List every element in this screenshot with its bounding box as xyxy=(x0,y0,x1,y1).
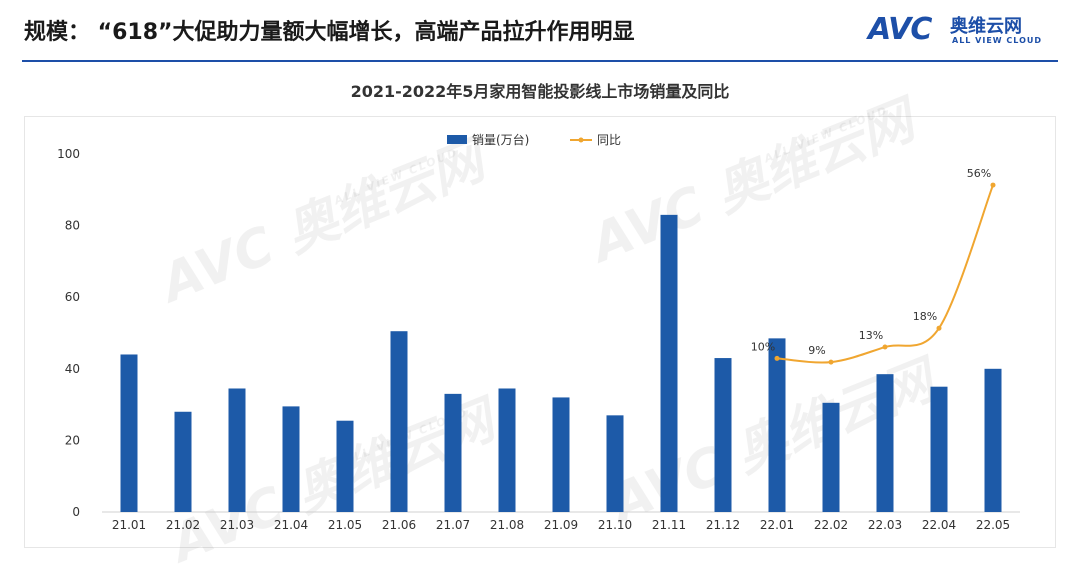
logo-en: ALL VIEW CLOUD xyxy=(952,36,1043,45)
yoy-point xyxy=(936,325,942,331)
x-tick-label: 21.04 xyxy=(274,518,308,532)
yoy-label: 13% xyxy=(859,329,883,342)
x-tick-label: 22.04 xyxy=(922,518,956,532)
yoy-point xyxy=(828,359,834,365)
x-tick-label: 21.06 xyxy=(382,518,416,532)
bar xyxy=(876,374,894,512)
logo-cn: 奥维云网 xyxy=(950,16,1022,37)
bar xyxy=(228,388,246,512)
x-tick-label: 21.09 xyxy=(544,518,578,532)
y-tick-label: 0 xyxy=(72,505,80,519)
bar xyxy=(498,388,516,512)
yoy-label: 10% xyxy=(751,340,775,353)
x-tick-label: 21.07 xyxy=(436,518,470,532)
bar xyxy=(552,397,570,512)
header-rule xyxy=(22,60,1058,62)
yoy-point xyxy=(882,344,888,350)
bar xyxy=(444,393,462,512)
y-tick-label: 20 xyxy=(65,433,80,447)
x-tick-label: 22.02 xyxy=(814,518,848,532)
yoy-label: 9% xyxy=(808,344,825,357)
x-tick-label: 21.08 xyxy=(490,518,524,532)
bar xyxy=(120,354,138,512)
x-tick-label: 22.05 xyxy=(976,518,1010,532)
x-tick-label: 21.11 xyxy=(652,518,686,532)
legend-swatch-yoy-dot xyxy=(578,137,584,143)
avc-logo: AVC 奥维云网 ALL VIEW CLOUD xyxy=(868,10,1058,50)
bar xyxy=(660,214,678,513)
x-tick-label: 22.01 xyxy=(760,518,794,532)
yoy-label: 18% xyxy=(913,310,937,323)
bar xyxy=(606,415,624,512)
bar xyxy=(714,358,732,512)
x-tick-label: 21.01 xyxy=(112,518,146,532)
page-title: 规模： “618”大促助力量额大幅增长，高端产品拉升作用明显 xyxy=(24,20,635,45)
x-tick-label: 21.05 xyxy=(328,518,362,532)
chart-title: 2021-2022年5月家用智能投影线上市场销量及同比 xyxy=(350,82,730,101)
yoy-point xyxy=(990,182,996,188)
logo-mark: AVC xyxy=(868,12,932,47)
legend-label-sales: 销量(万台) xyxy=(472,132,529,147)
legend-swatch-sales xyxy=(447,135,467,144)
x-tick-label: 21.10 xyxy=(598,518,632,532)
bar xyxy=(768,338,786,512)
y-tick-label: 40 xyxy=(65,362,80,376)
chart-svg: 0 20 40 60 80 100 21.01 21.02 21.03 21.04 21.05 21.… xyxy=(57,132,1020,532)
bar xyxy=(822,402,840,512)
yoy-label: 56% xyxy=(967,167,991,180)
x-tick-label: 21.02 xyxy=(166,518,200,532)
x-tick-label: 21.03 xyxy=(220,518,254,532)
x-tick-label: 22.03 xyxy=(868,518,902,532)
bar xyxy=(984,368,1002,512)
y-tick-label: 60 xyxy=(65,290,80,304)
bar xyxy=(336,420,354,512)
y-tick-label: 100 xyxy=(57,147,80,161)
yoy-line xyxy=(776,184,994,364)
yoy-point xyxy=(774,355,780,361)
bar xyxy=(390,331,408,512)
x-tick-label: 21.12 xyxy=(706,518,740,532)
bar xyxy=(282,406,300,512)
legend-label-yoy: 同比 xyxy=(597,133,621,147)
bar xyxy=(930,386,948,512)
chart-panel xyxy=(24,116,1056,548)
header: 规模： “618”大促助力量额大幅增长，高端产品拉升作用明显 AVC 奥维云网 … xyxy=(0,0,1080,62)
bar xyxy=(174,411,192,512)
y-tick-label: 80 xyxy=(65,219,80,233)
